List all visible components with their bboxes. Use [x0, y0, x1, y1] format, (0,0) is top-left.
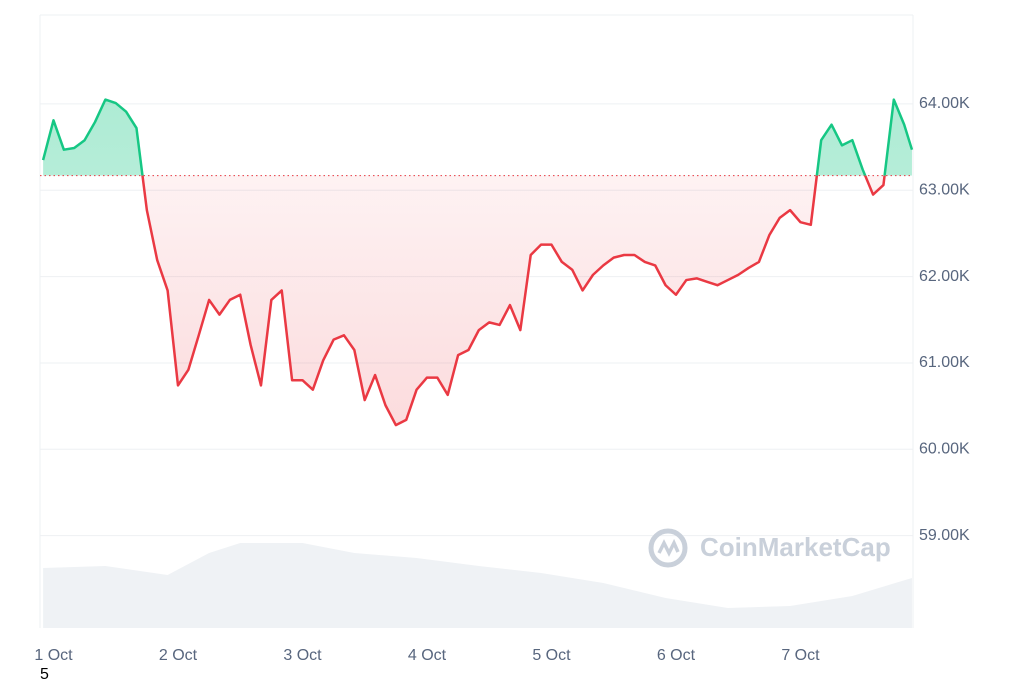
watermark: CoinMarketCap	[700, 532, 891, 562]
area-down	[43, 175, 912, 426]
x-tick-label: 6 Oct	[657, 647, 696, 664]
x-tick-label: 5 Oct	[532, 647, 571, 664]
footnote: 5	[40, 666, 49, 683]
y-tick-label: 62.00K	[919, 268, 970, 285]
x-tick-label: 1 Oct	[34, 647, 73, 664]
volume-area	[43, 543, 912, 628]
area-up	[43, 99, 912, 176]
x-tick-label: 3 Oct	[283, 647, 322, 664]
y-tick-label: 59.00K	[919, 527, 970, 544]
watermark-logo	[648, 528, 688, 568]
x-tick-label: 4 Oct	[408, 647, 447, 664]
x-tick-label: 7 Oct	[781, 647, 820, 664]
y-tick-label: 64.00K	[919, 95, 970, 112]
y-tick-label: 61.00K	[919, 354, 970, 371]
y-tick-label: 60.00K	[919, 440, 970, 457]
y-tick-label: 63.00K	[919, 181, 970, 198]
x-tick-label: 2 Oct	[159, 647, 198, 664]
price-line-down	[141, 175, 886, 427]
